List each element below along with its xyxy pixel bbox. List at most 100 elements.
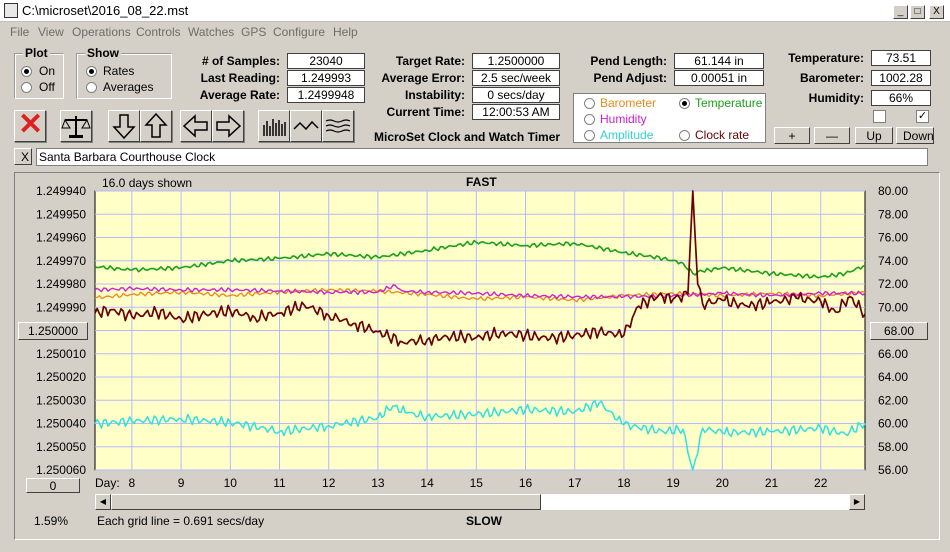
left-axis: 1.249940 1.249950 1.249960 1.249970 1.249980… (36, 184, 86, 477)
arrow-down-icon (112, 114, 136, 140)
left-checkbox[interactable] (873, 110, 886, 123)
menu-configure[interactable]: Configure (273, 25, 326, 39)
x-tick-label: 22 (814, 476, 828, 490)
stop-icon: ✕ (18, 108, 44, 141)
scroll-right-button[interactable]: ▶ (849, 494, 865, 510)
watch-name-input[interactable] (36, 148, 928, 166)
plus-button[interactable]: + (774, 127, 810, 144)
arrow-right-button[interactable] (212, 110, 244, 142)
current-time-field: 12:00:53 AM (472, 104, 560, 120)
menu-controls[interactable]: Controls (136, 25, 181, 39)
left-tick-label: 1.249950 (36, 207, 86, 221)
slow-label: SLOW (466, 514, 502, 528)
humidity-radio[interactable] (584, 114, 595, 125)
right-tick-label: 56.00 (878, 463, 908, 477)
chart-scrollbar[interactable]: ◀ ▶ (95, 494, 865, 510)
menu-help[interactable]: Help (333, 25, 358, 39)
series-amplitude-line (94, 399, 866, 471)
arrow-left-icon (182, 114, 208, 138)
clock-rate-option: Clock rate (695, 128, 750, 142)
target-rate-label: Target Rate: (395, 54, 465, 68)
current-time-label: Current Time: (386, 105, 465, 119)
close-button[interactable]: X (929, 5, 944, 19)
x-tick-label: 9 (178, 476, 185, 490)
stop-button[interactable]: ✕ (14, 108, 46, 142)
plot-off-radio[interactable] (21, 82, 32, 93)
x-tick-label: 14 (420, 476, 434, 490)
maximize-button[interactable]: □ (910, 5, 925, 19)
wave-button[interactable] (290, 110, 322, 142)
plot-group: Plot On Off (14, 46, 64, 99)
chart-series (94, 190, 866, 471)
left-tick-label: 1.250010 (36, 347, 86, 361)
right-tick-label: 78.00 (878, 207, 908, 221)
show-averages-label: Averages (103, 80, 154, 94)
clock-rate-radio[interactable] (679, 130, 690, 141)
menu-file[interactable]: File (10, 25, 30, 39)
chart-grid (95, 190, 865, 471)
up-button[interactable]: Up (855, 127, 893, 144)
last-reading-label: Last Reading: (200, 71, 280, 85)
minimize-button[interactable]: _ (893, 5, 908, 19)
down-button[interactable]: Down (896, 127, 934, 144)
plot-off-label: Off (39, 80, 55, 94)
average-error-field: 2.5 sec/week (472, 70, 560, 86)
scroll-track[interactable] (541, 494, 849, 510)
amplitude-radio[interactable] (584, 130, 595, 141)
window-title: C:\microset\2016_08_22.mst (22, 3, 189, 18)
bottom-left-button[interactable]: 0 (26, 478, 80, 493)
humidity-option: Humidity (600, 112, 647, 126)
average-rate-label: Average Rate: (199, 88, 280, 102)
menu-view[interactable]: View (38, 25, 64, 39)
menu-operations[interactable]: Operations (72, 25, 131, 39)
barometer-field: 1002.28 (871, 70, 931, 86)
right-center-button[interactable]: 68.00 (870, 322, 928, 340)
right-tick-label: 66.00 (878, 347, 908, 361)
pend-adjust-label: Pend Adjust: (593, 71, 667, 85)
menu-watches[interactable]: Watches (188, 25, 235, 39)
menu-gps[interactable]: GPS (241, 25, 267, 39)
plot-group-title: Plot (23, 46, 50, 60)
x-tick-label: 12 (322, 476, 336, 490)
minus-button[interactable]: — (814, 127, 850, 144)
temperature-field: 73.51 (871, 50, 931, 66)
x-axis-label: Day: (95, 476, 120, 490)
bars-icon (263, 119, 286, 136)
arrow-down-button[interactable] (108, 110, 140, 142)
arrow-left-button[interactable] (180, 110, 212, 142)
arrow-up-icon (144, 112, 168, 138)
title-bar: C:\microset\2016_08_22.mst _ □ X (0, 0, 950, 22)
show-rates-radio[interactable] (86, 66, 97, 77)
bars-button[interactable] (258, 110, 290, 142)
right-tick-label: 60.00 (878, 417, 908, 431)
scroll-left-button[interactable]: ◀ (95, 494, 111, 510)
show-rates-label: Rates (103, 64, 135, 78)
arrow-up-button[interactable] (140, 110, 172, 142)
left-center-button[interactable]: 1.250000 (18, 322, 88, 340)
app-caption: MicroSet Clock and Watch Timer (374, 130, 561, 144)
plot-on-radio[interactable] (21, 66, 32, 77)
average-rate-field: 1.2499948 (287, 87, 365, 103)
x-tick-label: 8 (129, 476, 136, 490)
right-axis: 80.00 78.00 76.00 74.00 72.00 70.00 66.00 64.00… (878, 184, 908, 477)
left-tick-label: 1.250050 (36, 440, 86, 454)
left-tick-label: 1.250020 (36, 370, 86, 384)
scale-button[interactable] (60, 110, 92, 142)
right-tick-label: 72.00 (878, 277, 908, 291)
lines-button[interactable] (322, 110, 354, 142)
x-tick-label: 21 (765, 476, 779, 490)
days-shown-label: 16.0 days shown (102, 176, 193, 190)
scroll-thumb[interactable] (111, 494, 541, 510)
left-tick-label: 1.249960 (36, 231, 86, 245)
barometer-radio[interactable] (584, 98, 595, 109)
temperature-radio[interactable] (679, 98, 690, 109)
watch-name-close-button[interactable]: X (14, 148, 32, 165)
right-tick-label: 76.00 (878, 231, 908, 245)
percent-readout: 1.59% (34, 514, 69, 528)
show-averages-radio[interactable] (86, 82, 97, 93)
x-tick-label: 18 (617, 476, 631, 490)
right-checkbox[interactable]: ✓ (916, 110, 929, 123)
humidity-field: 66% (871, 90, 931, 106)
arrow-right-icon (216, 114, 242, 138)
